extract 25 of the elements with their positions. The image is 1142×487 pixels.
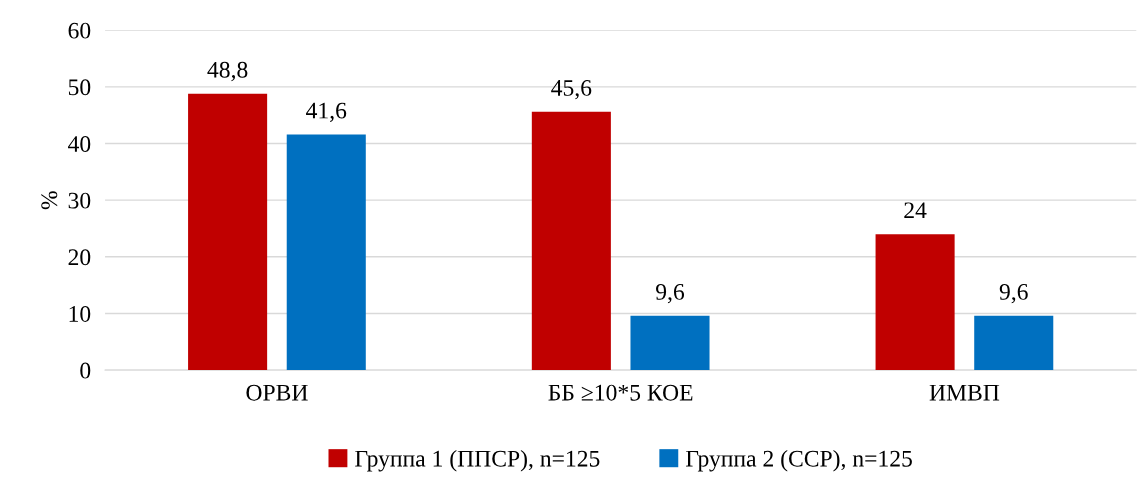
data-label: 45,6 (551, 80, 592, 100)
y-tick-label: 60 (68, 22, 91, 39)
legend-label: Группа 1 (ППСР), n=125 (355, 450, 600, 472)
y-tick-label: 0 (80, 362, 91, 379)
bar (188, 93, 268, 371)
y-tick-label: 30 (68, 192, 91, 209)
bar (630, 315, 710, 371)
x-tick-label: ББ ≥10*5 КОЕ (548, 384, 693, 401)
x-tick-label: ОРВИ (246, 384, 308, 401)
x-tick-label: ИМВП (929, 384, 1000, 401)
bar (286, 134, 366, 371)
data-label: 48,8 (207, 61, 248, 82)
data-label: 9,6 (999, 283, 1028, 304)
y-tick-label: 20 (68, 249, 91, 266)
legend-label: Группа 2 (ССР), n=125 (686, 450, 912, 472)
y-tick-label: 10 (69, 305, 91, 322)
data-label: 24 (904, 202, 927, 219)
y-axis-title: % (41, 191, 58, 210)
bar (875, 234, 955, 371)
bar (531, 111, 611, 371)
bar (974, 315, 1054, 371)
y-tick-label: 40 (68, 135, 91, 152)
data-label: 41,6 (306, 102, 347, 122)
data-label: 9,6 (656, 283, 685, 304)
y-tick-label: 50 (68, 79, 91, 96)
